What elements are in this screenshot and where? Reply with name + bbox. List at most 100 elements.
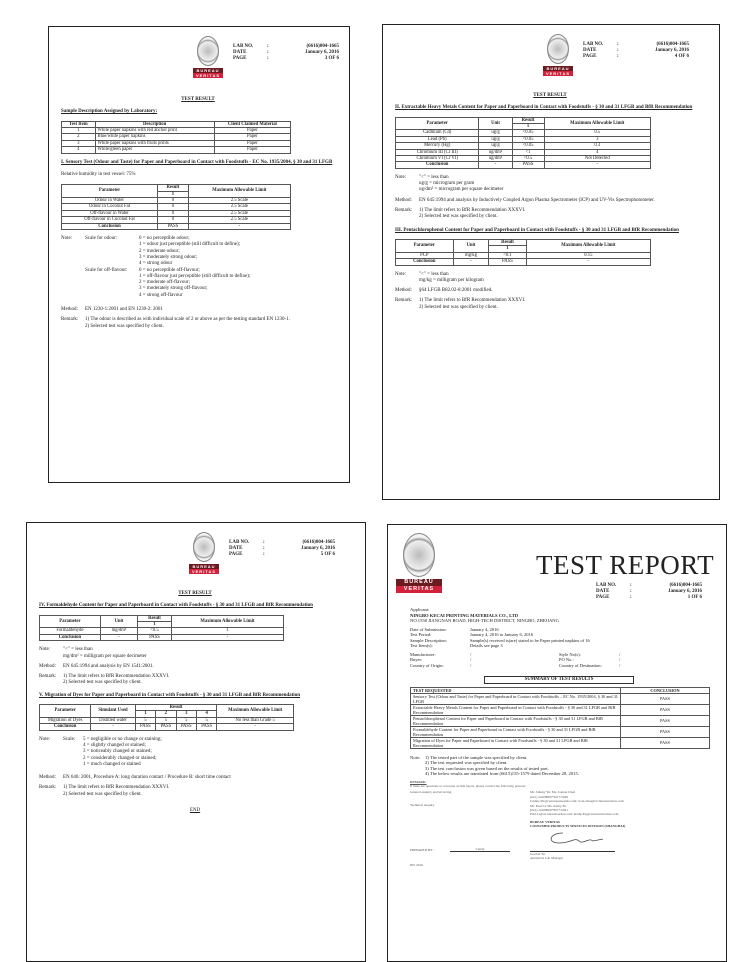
column-header: Result: [488, 238, 527, 247]
header-row: Parameter Unit Result Maximum Allowable Lim…: [394, 116, 652, 131]
text-line: 1) The limit refers to BfR Recommendatio…: [63, 674, 170, 680]
bureau-veritas-logo: BUREAU VERITAS: [193, 36, 223, 78]
table-row: Migration of Dyes for Paper and Paperboa…: [410, 736, 710, 749]
end-marker: END: [189, 808, 201, 813]
text-line: 1) The limit refers to BfR Recommendatio…: [63, 785, 170, 791]
date-label: DATE: [233, 50, 247, 55]
text-line: mg/kg = milligram per kilogram: [419, 277, 484, 283]
remarks: 1) The limit refers to BfR Recommendatio…: [419, 298, 525, 311]
report-page-1: BUREAU VERITAS TEST REPORT LAB NO.: (6616…: [387, 524, 727, 962]
table-cell: 2.5 Scale: [187, 196, 292, 205]
sample-heading: Sample Description Assigned by Laborator…: [61, 109, 158, 115]
table-cell: Lead (Pb): [394, 135, 480, 144]
table-row: 4 White/green paper Paper: [61, 146, 292, 154]
field-value: /: [470, 662, 472, 668]
colon: :: [263, 552, 265, 557]
test-result-title: TEST RESULT: [533, 93, 567, 98]
footer-code: RW 2016: [410, 862, 423, 867]
sample-table: Test Item Description Client Claimed Mater…: [61, 120, 292, 154]
table-cell: <0.1: [488, 251, 527, 260]
seal-icon: [193, 532, 215, 562]
applicant-label: Applicant:: [410, 607, 430, 612]
test-requested: Sensory Test (Odour and Taste) for Paper…: [410, 692, 621, 705]
lab-no: (6616)004-1665: [669, 583, 703, 588]
colon: :: [267, 44, 269, 49]
page-number: 5 OF 6: [320, 552, 335, 557]
table-cell: -: [543, 161, 652, 169]
table-cell: Conclusion: [39, 633, 101, 642]
page-label: PAGE: [229, 552, 243, 557]
column-header: Parameter: [60, 184, 159, 199]
table-row: Conclusion PASS -: [60, 222, 292, 231]
org-division: CONSUMER PRODUCTS SERVICES DIVISION (SHA…: [530, 824, 626, 829]
text-line: 2 = considerably changed or stained;: [83, 755, 157, 761]
text-line: "<" = less than: [419, 174, 449, 180]
field-label: Manufacturer:: [410, 651, 436, 657]
colon: :: [630, 595, 632, 600]
humidity-text: Relative humidity in test vessel: 75%: [61, 171, 136, 177]
notes: 1) The tested part of the sample was spe…: [425, 755, 579, 777]
table-cell: -: [478, 161, 513, 169]
lab-no: (6616)004-1665: [656, 42, 690, 47]
table-cell: mg/dm²: [99, 627, 139, 635]
lab-no: (6616)004-1665: [302, 540, 336, 545]
text-line: 1 = much changed or stained: [83, 761, 141, 767]
table-cell: 2.5 Scale: [187, 203, 292, 211]
date: January 6, 2016: [654, 48, 689, 53]
text-line: 3 = moderately strong off-flavour;: [139, 286, 208, 292]
prepared-by-name: Candy: [450, 847, 510, 852]
lab-no: (6616)004-1665: [306, 44, 340, 49]
column-subheader: 4: [195, 710, 218, 718]
lab-no-label: LAB NO.: [583, 42, 604, 47]
column-header: Maximum Allowable Limit: [543, 116, 652, 131]
contacts: Mr. Johnny Yu/ Ms. Joanna Chen (021) 2410…: [530, 790, 625, 816]
table-row: Chromium VI (Cr VI) ug/dm² <0.5 Not Detecte…: [394, 154, 652, 163]
org-name: BUREAU VERITAS: [530, 819, 560, 824]
colon: :: [617, 54, 619, 59]
table-cell: -: [170, 633, 285, 642]
lab-no-label: LAB NO.: [233, 44, 254, 49]
subheader-row: 1: [40, 620, 284, 629]
table-cell: PASS: [134, 723, 157, 731]
field-label: Sample Description:: [410, 637, 447, 643]
dyes-table: Parameter Simulant Used Result Maximum Allo…: [38, 703, 294, 731]
field-label: Country of Destination:: [559, 662, 602, 668]
field-value: January 4, 2016: [470, 626, 499, 632]
colon: :: [263, 540, 265, 545]
date: January 6, 2016: [304, 50, 339, 55]
section-4-heading: IV. Formaldehyde Content for Paper and P…: [39, 603, 313, 609]
odour-label: Scale for odour:: [85, 236, 118, 242]
table-cell: Conclusion: [60, 222, 159, 231]
submission-fields: Date of Submission: January 4, 2016 Test P…: [410, 627, 708, 649]
lab-info: LAB NO.: (6616)004-1665 DATE: January 6, 20…: [583, 42, 689, 60]
header-row: Parameter Simulant Used Result Maximum Allo…: [38, 703, 294, 718]
remark-label: Remark:: [39, 674, 57, 680]
column-header: Maximum Allowable Limit: [170, 614, 285, 629]
test-result-title: TEST RESULT: [181, 97, 215, 102]
section-5-heading: V. Migration of Dyes for Paper and Paper…: [39, 692, 300, 698]
table-cell: Paper: [213, 133, 292, 141]
table-row: Conclusion - PASS -: [395, 258, 652, 266]
column-header: Parameter: [395, 238, 454, 253]
table-cell: ug/g: [478, 129, 513, 137]
column-header: Maximum Allowable Limit: [187, 184, 292, 199]
text-line: 4 = strong odour: [139, 261, 173, 267]
table-cell: ug/g: [478, 135, 513, 144]
table-row: Extractable Heavy Metals Content for Pap…: [410, 703, 710, 716]
date: January 6, 2016: [667, 589, 702, 594]
text-line: 2) Selected test was specified by client…: [63, 680, 142, 686]
table-cell: Off-flavour in Water: [60, 209, 159, 218]
table-row: Cadmium (Cd) ug/g <0.05 0.5: [394, 129, 652, 137]
column-header: Result: [134, 703, 218, 712]
method-text: §64 LFGB B82.02-8:2001 modified.: [419, 288, 493, 294]
text-line: 5 = negligible or no change or staining;: [83, 736, 162, 742]
text-line: 0 = no perceptible odour;: [139, 236, 190, 242]
summary-title: SUMMARY OF TEST RESULTS: [484, 676, 634, 684]
table-cell: -: [90, 723, 136, 731]
method-label: Method:: [395, 288, 412, 294]
table-cell: PASS: [157, 222, 189, 231]
table-cell: 3: [543, 135, 652, 144]
text-line: 1) The limit refers to BfR Recommendatio…: [419, 208, 526, 214]
table-cell: Cadmium (Cd): [394, 129, 480, 137]
